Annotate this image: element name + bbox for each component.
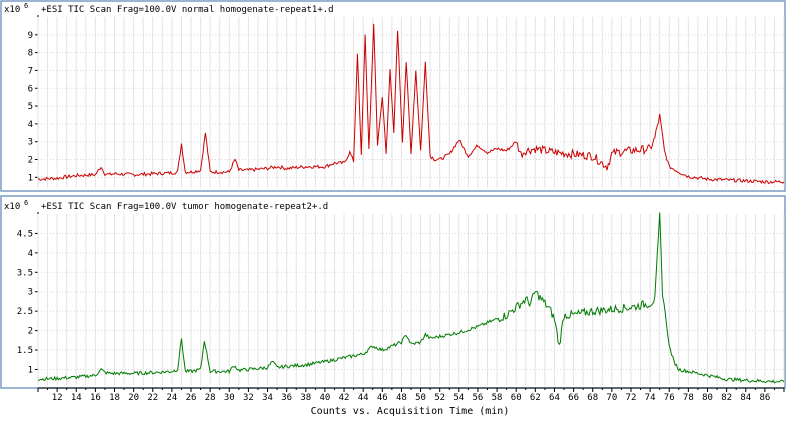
x-tick-label: 52 xyxy=(434,393,445,403)
x-tick-label: 70 xyxy=(606,393,617,403)
x-tick-label: 34 xyxy=(262,393,273,403)
x-tick-label: 84 xyxy=(740,393,751,403)
x-tick-label: 40 xyxy=(320,393,331,403)
panel2-y-tick-label: 1.5 xyxy=(17,346,33,356)
panel1-scale-label: x10 xyxy=(4,5,20,15)
x-tick-label: 62 xyxy=(530,393,541,403)
x-tick-label: 14 xyxy=(71,393,82,403)
panel2-y-tick-label: 1 xyxy=(28,365,33,375)
panel2-scale-label: x10 xyxy=(4,202,20,212)
x-tick-label: 38 xyxy=(300,393,311,403)
panel2-y-tick-label: 3.5 xyxy=(17,268,33,278)
panel2-y-tick-label: 3 xyxy=(28,288,33,298)
x-tick-label: 46 xyxy=(377,393,388,403)
panel1-tic-trace xyxy=(37,23,785,185)
x-tick-label: 72 xyxy=(626,393,637,403)
panel2-y-tick-label: 4 xyxy=(28,249,33,259)
x-tick-label: 86 xyxy=(759,393,770,403)
x-tick-label: 16 xyxy=(90,393,101,403)
x-tick-label: 28 xyxy=(205,393,216,403)
x-axis-title: Counts vs. Acquisition Time (min) xyxy=(311,406,510,417)
x-tick-label: 12 xyxy=(52,393,63,403)
panel1-title: +ESI TIC Scan Frag=100.0V normal homogen… xyxy=(41,5,334,15)
panel1-y-tick-label: 6 xyxy=(28,84,33,94)
x-tick-label: 48 xyxy=(396,393,407,403)
panel1-y-tick-label: 2 xyxy=(28,156,33,166)
panel1-y-tick-label: 9 xyxy=(28,31,33,41)
x-tick-label: 22 xyxy=(147,393,158,403)
x-tick-label: 58 xyxy=(492,393,503,403)
x-tick-label: 66 xyxy=(568,393,579,403)
x-tick-label: 30 xyxy=(224,393,235,403)
x-tick-label: 42 xyxy=(339,393,350,403)
panel1-frame xyxy=(0,0,786,192)
x-tick-label: 56 xyxy=(473,393,484,403)
panel1-y-tick-label: 3 xyxy=(28,138,33,148)
panel1-y-tick-label: 5 xyxy=(28,102,33,112)
x-tick-label: 36 xyxy=(281,393,292,403)
x-tick-label: 18 xyxy=(109,393,120,403)
x-tick-label: 80 xyxy=(702,393,713,403)
panel1-y-tick-label: 7 xyxy=(28,66,33,76)
x-tick-label: 60 xyxy=(511,393,522,403)
panel1-y-tick-label: 4 xyxy=(28,120,33,130)
x-tick-label: 78 xyxy=(683,393,694,403)
panel2-title: +ESI TIC Scan Frag=100.0V tumor homogena… xyxy=(41,202,328,212)
x-tick-label: 32 xyxy=(243,393,254,403)
x-tick-label: 24 xyxy=(166,393,177,403)
x-tick-label: 54 xyxy=(453,393,464,403)
x-tick-label: 64 xyxy=(549,393,560,403)
panel2-tic-trace xyxy=(37,212,785,384)
x-tick-label: 44 xyxy=(358,393,369,403)
x-tick-label: 74 xyxy=(645,393,656,403)
x-tick-label: 82 xyxy=(721,393,732,403)
panel2-y-tick-label: 4.5 xyxy=(17,229,33,239)
x-tick-label: 26 xyxy=(186,393,197,403)
panel2-y-tick-label: 2 xyxy=(28,327,33,337)
panel1-scale-exponent: 6 xyxy=(24,2,28,10)
panel2-scale-exponent: 6 xyxy=(24,199,28,207)
panel1-y-tick-label: 8 xyxy=(28,49,33,59)
x-tick-label: 20 xyxy=(128,393,139,403)
x-tick-label: 68 xyxy=(587,393,598,403)
x-tick-label: 50 xyxy=(415,393,426,403)
panel2-y-tick-label: 2.5 xyxy=(17,307,33,317)
x-tick-label: 76 xyxy=(664,393,675,403)
panel1-y-tick-label: 1 xyxy=(28,173,33,183)
